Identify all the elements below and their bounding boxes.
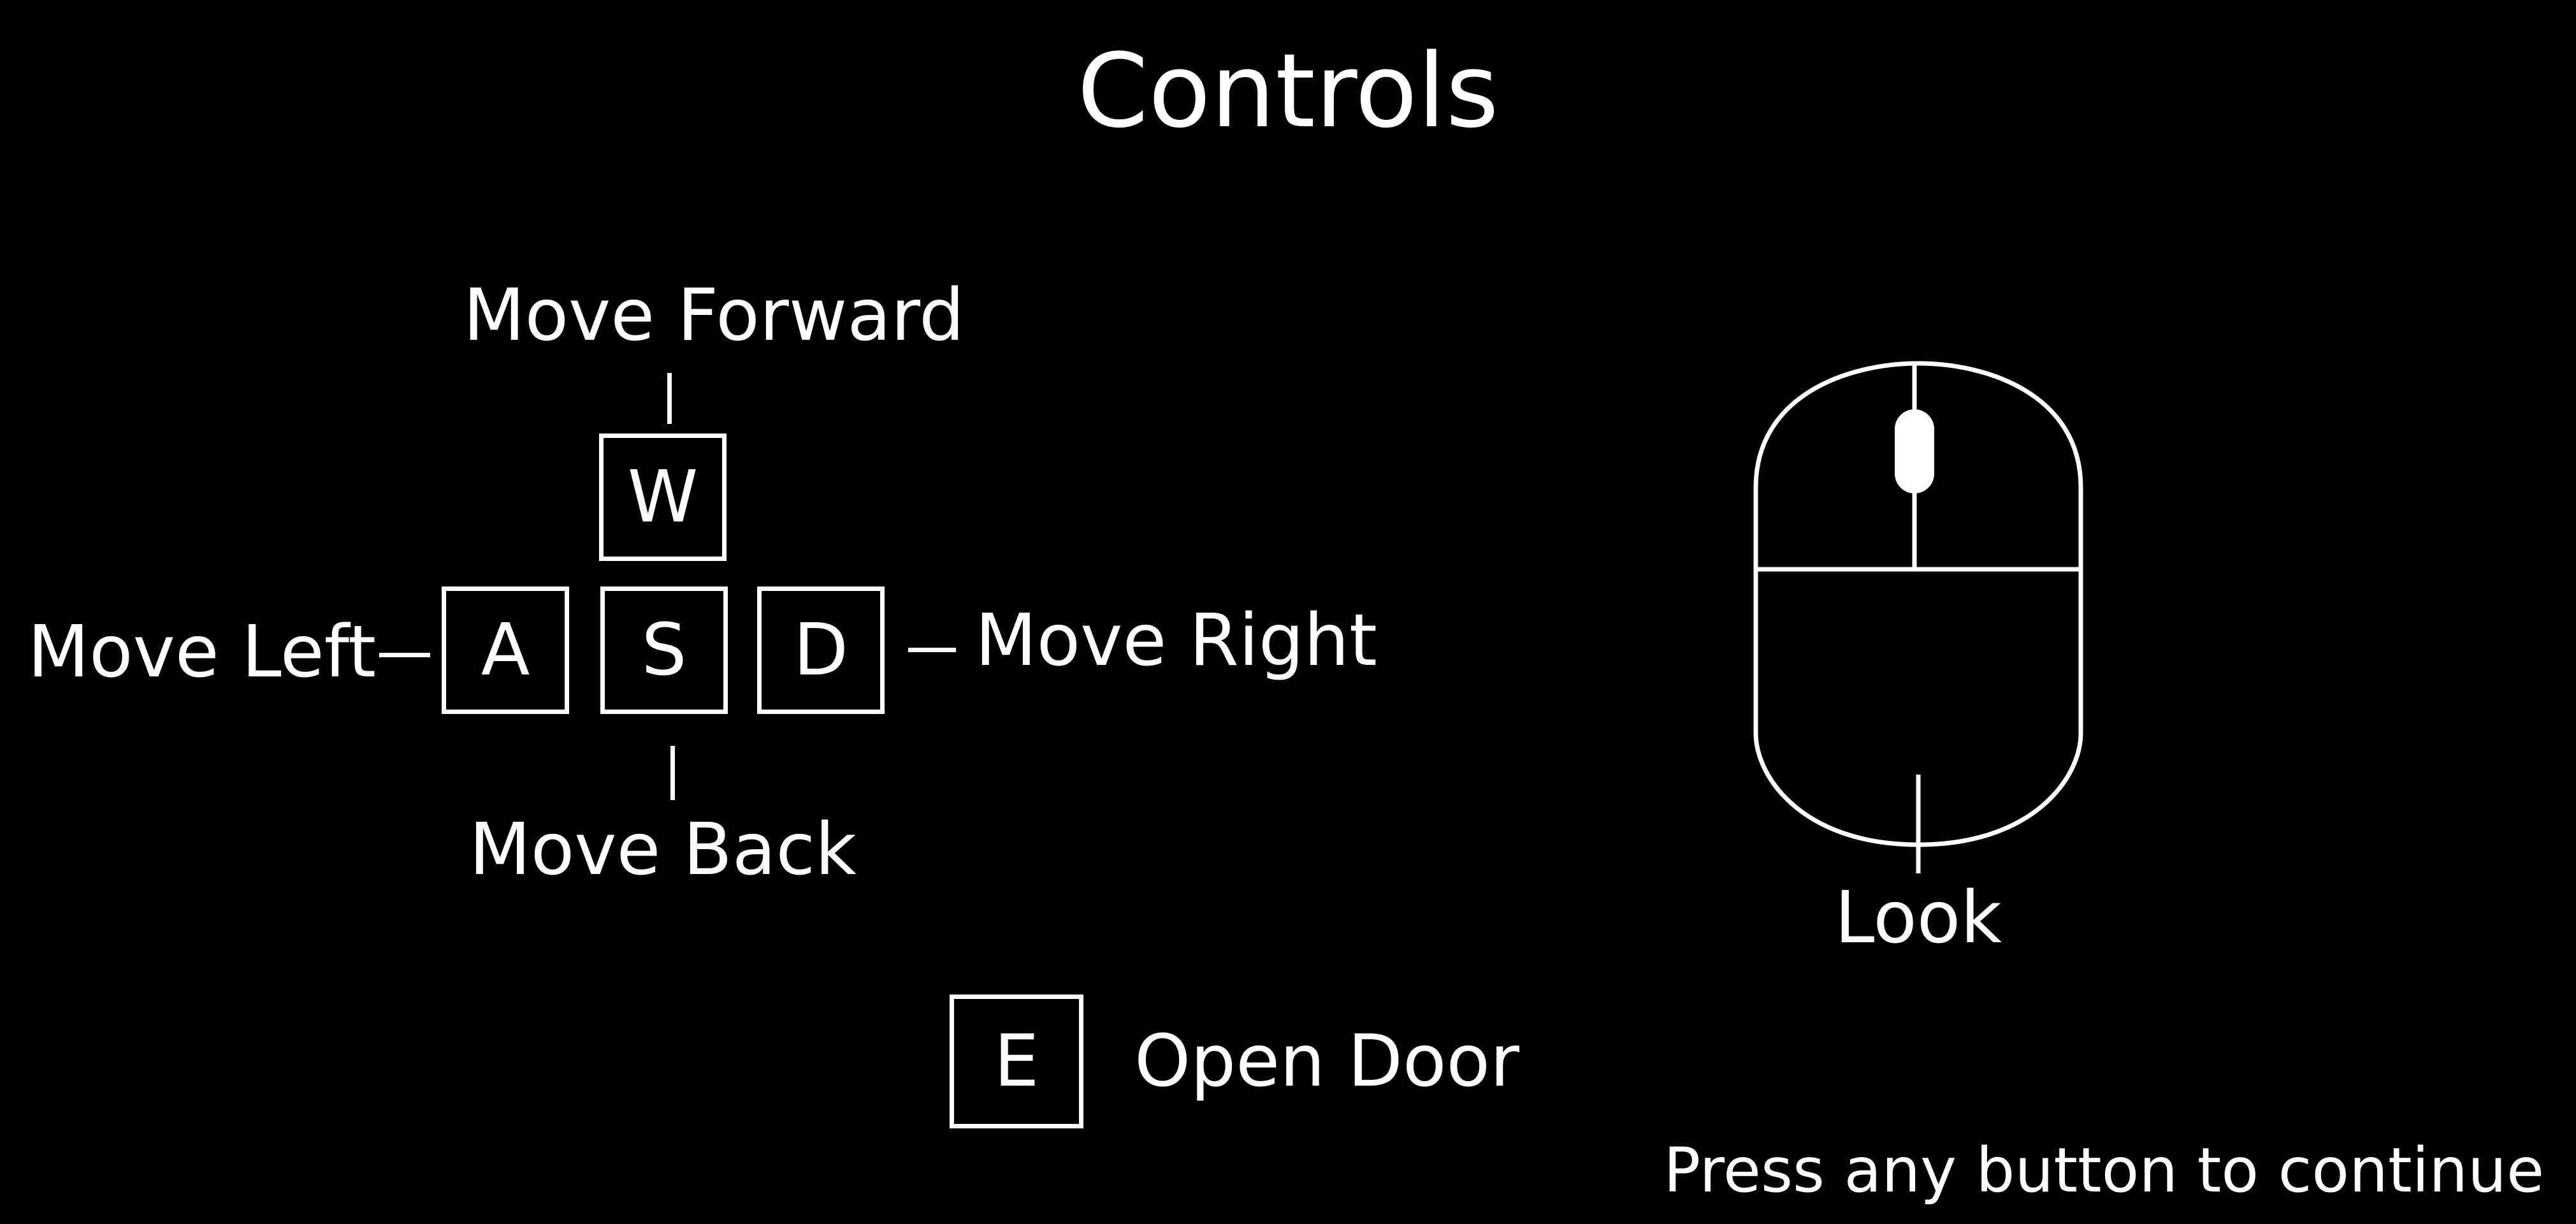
move-left-connector	[379, 653, 430, 657]
w-key: W	[599, 433, 727, 561]
move-forward-label: Move Forward	[463, 274, 965, 357]
move-back-label: Move Back	[469, 808, 857, 891]
look-label: Look	[1834, 877, 2002, 959]
a-key: A	[442, 586, 569, 714]
s-key: S	[600, 586, 728, 714]
page-title: Controls	[1077, 31, 1499, 150]
open-door-label: Open Door	[1134, 1020, 1520, 1103]
move-right-label: Move Right	[975, 599, 1377, 682]
move-back-connector	[670, 746, 675, 800]
move-forward-connector	[667, 373, 672, 424]
move-left-label: Move Left	[27, 611, 376, 694]
move-right-connector	[908, 648, 956, 652]
d-key: D	[757, 586, 885, 714]
mouse-icon	[1753, 361, 2083, 873]
continue-prompt: Press any button to continue	[1663, 1135, 2544, 1206]
e-key: E	[950, 994, 1083, 1128]
